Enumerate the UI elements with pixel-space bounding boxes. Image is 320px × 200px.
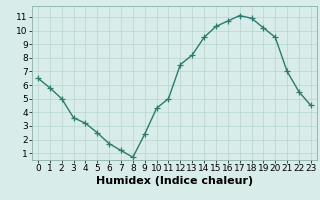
X-axis label: Humidex (Indice chaleur): Humidex (Indice chaleur) bbox=[96, 176, 253, 186]
